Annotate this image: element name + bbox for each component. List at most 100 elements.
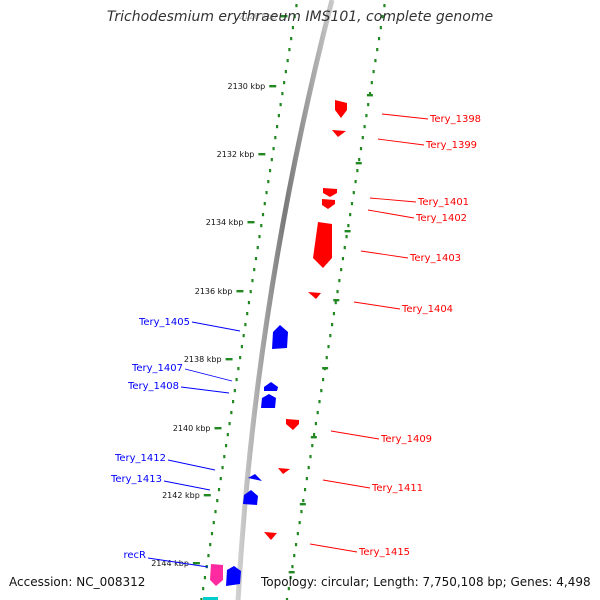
track-dot [249,290,252,294]
track-dot [203,576,207,580]
track-dot [316,411,319,415]
gene-label-tery_1407[interactable]: Tery_1407 [131,363,183,374]
track-dot [343,246,346,250]
gene-glyph-tery_1408[interactable] [261,394,276,408]
gene-leader-line [180,386,230,394]
outer-tick [288,571,295,574]
gene-label-tery_1413[interactable]: Tery_1413 [110,474,162,485]
gene-label-recr[interactable]: recR [124,550,147,561]
gene-glyph-tery_1413[interactable] [243,490,258,505]
track-dot [260,224,263,228]
track-dot [287,587,290,591]
track-dot [261,213,265,217]
track-dot [322,378,325,382]
gene-leader-line [369,197,417,203]
kbp-tick [247,221,255,224]
track-dot [235,378,238,382]
track-dot [219,477,222,481]
track-dot [303,488,307,492]
gene-label-tery_1402[interactable]: Tery_1402 [415,213,467,224]
kbp-label: 2130 kbp [228,82,266,91]
track-dot [325,356,328,360]
track-dot [277,114,280,118]
track-dot [356,169,359,173]
gene-glyph-tery_1404[interactable] [308,292,321,299]
track-dot [338,279,341,283]
kbp-label: 2140 kbp [173,424,211,433]
gene-label-tery_1403[interactable]: Tery_1403 [409,253,461,264]
track-dot [305,477,308,481]
track-dot [200,598,203,600]
gene-leader-line [353,301,401,310]
gene-label-tery_1408[interactable]: Tery_1408 [127,381,179,392]
track-dot [291,26,295,30]
track-dot [293,554,296,558]
gene-glyph-recr[interactable] [226,566,241,586]
track-dot [210,532,214,536]
gene-labels: Tery_1398 Tery_1399 Tery_1401 Tery_1402 Tery… [110,113,481,568]
track-dot [358,158,361,162]
gene-label-tery_1412[interactable]: Tery_1412 [114,453,166,464]
track-dot [244,323,247,327]
gene-glyph-tery_1405[interactable] [272,325,288,349]
gene-label-tery_1415[interactable]: Tery_1415 [358,547,410,558]
track-dot [367,103,370,107]
gene-leader-line [330,430,380,440]
track-dot [312,433,316,437]
track-dot [202,587,205,591]
track-dot [298,521,301,525]
gene-label-tery_1411[interactable]: Tery_1411 [371,483,423,494]
gene-glyph-tery_1415[interactable] [264,532,277,540]
track-dot [293,15,296,19]
gene-glyph-tery_1401[interactable] [323,188,337,197]
track-dot [318,400,321,404]
gene-label-tery_1405[interactable]: Tery_1405 [138,317,190,328]
gene-glyph-tery_1409[interactable] [286,419,299,430]
outer-tick [333,299,340,302]
track-dot [272,147,275,151]
track-dot [307,466,310,470]
track-dot [377,37,381,41]
gene-glyph-tery_1402[interactable] [322,199,335,209]
track-dot [296,532,299,536]
track-dot [240,345,243,349]
track-dot [221,466,224,470]
track-dot [276,125,279,129]
kbp-label: 2128 kbp [239,12,277,21]
track-dot [237,367,240,371]
gene-label-tery_1398[interactable]: Tery_1398 [429,114,481,125]
track-dot [290,37,293,41]
gene-leader-line [377,138,425,146]
gene-glyph-tery_1403[interactable] [313,222,332,268]
gene-glyph-tery_1398[interactable] [335,100,347,118]
track-dot [265,191,268,195]
gene-leader-line [184,368,233,382]
gene-glyph-tery_1399[interactable] [332,130,346,137]
track-dot [256,246,259,250]
track-dot [331,323,334,327]
other-feature-glyph[interactable] [203,597,218,600]
gene-leader-line [309,543,358,553]
gene-glyph-tery_1412[interactable] [248,474,262,481]
gene-label-tery_1409[interactable]: Tery_1409 [380,434,432,445]
gene-glyph-tery_1407[interactable] [264,382,278,391]
track-dot [383,4,386,8]
kbp-tick [214,427,222,430]
gene-label-tery_1399[interactable]: Tery_1399 [425,140,477,151]
track-dot [352,191,355,195]
track-dot [363,125,366,129]
track-dot [329,334,332,338]
gene-glyph-tery_1411[interactable] [278,468,290,474]
gene-label-tery_1401[interactable]: Tery_1401 [417,197,469,208]
gene-label-tery_1404[interactable]: Tery_1404 [401,304,453,315]
track-dot [214,510,217,514]
track-dot [268,169,272,173]
track-dot [300,510,303,514]
track-dot [340,268,343,272]
track-dot [274,136,277,140]
track-dot [228,422,231,426]
track-dot [381,15,384,19]
track-dot [370,81,373,85]
rna-feature-glyph[interactable] [210,564,223,586]
